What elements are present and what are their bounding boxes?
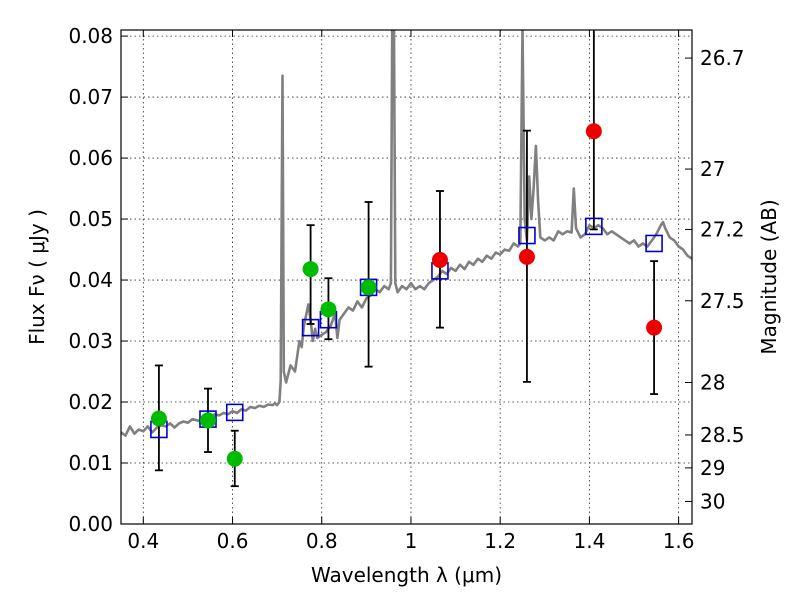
model-photometry-square xyxy=(518,226,536,245)
observed-point xyxy=(585,123,602,140)
y-axis-title: Flux Fν ( μJy ) xyxy=(25,209,49,345)
y-tick-label: 0.08 xyxy=(68,24,113,48)
y-tick-label: 0.01 xyxy=(68,451,113,475)
y2-tick-label: 28 xyxy=(700,371,725,395)
observed-point xyxy=(518,248,535,265)
errorbar-layer xyxy=(154,30,659,488)
y2-tick-label: 30 xyxy=(700,489,725,513)
x-tick-label: 1.6 xyxy=(663,529,695,553)
plot-frame xyxy=(120,29,693,525)
y-tick-label: 0.02 xyxy=(68,390,113,414)
x-axis-title: Wavelength λ (μm) xyxy=(311,563,502,587)
observed-point xyxy=(320,301,337,318)
y2-tick-label: 29 xyxy=(700,456,725,480)
y-tick-label: 0.00 xyxy=(68,512,113,536)
spectrum-line xyxy=(121,30,692,437)
model-photometry-square xyxy=(585,217,603,236)
y2-tick-label: 27.5 xyxy=(700,289,745,313)
y-tick-label: 0.04 xyxy=(68,268,113,292)
observed-point xyxy=(302,261,319,278)
x-tick-label: 0.8 xyxy=(306,529,338,553)
x-tick-label: 1 xyxy=(405,529,418,553)
observed-point xyxy=(431,251,448,268)
spectrum-layer xyxy=(121,30,692,437)
observed-point xyxy=(646,319,663,336)
model-photometry-layer xyxy=(150,217,663,439)
x-tick-label: 0.6 xyxy=(217,529,249,553)
x-tick-label: 0.4 xyxy=(127,529,159,553)
y2-tick-label: 28.5 xyxy=(700,423,745,447)
y-tick-label: 0.06 xyxy=(68,146,113,170)
x-tick-label: 1.4 xyxy=(573,529,605,553)
observed-point xyxy=(226,450,243,467)
observed-point xyxy=(150,410,167,427)
x-tick-label: 1.2 xyxy=(484,529,516,553)
observed-point xyxy=(360,279,377,296)
y-tick-label: 0.07 xyxy=(68,85,113,109)
model-photometry-square xyxy=(225,403,244,422)
observed-point xyxy=(199,412,216,429)
model-photometry-square xyxy=(645,234,663,253)
model-photometry-square xyxy=(301,318,320,337)
y2-axis-title: Magnitude (AB) xyxy=(757,199,781,354)
y2-tick-label: 27 xyxy=(700,157,725,181)
observed-points-layer xyxy=(150,123,663,467)
ticks-layer: 0.4 0.6 0.8 1 1.2 1.4 1.6 0.00 0.01 0.02 0.03 0.04 0… xyxy=(68,24,744,553)
grid xyxy=(121,30,692,525)
y2-tick-label: 26.7 xyxy=(700,46,745,70)
y2-tick-label: 27.2 xyxy=(700,217,745,241)
y-tick-label: 0.03 xyxy=(68,329,113,353)
y-tick-label: 0.05 xyxy=(68,207,113,231)
